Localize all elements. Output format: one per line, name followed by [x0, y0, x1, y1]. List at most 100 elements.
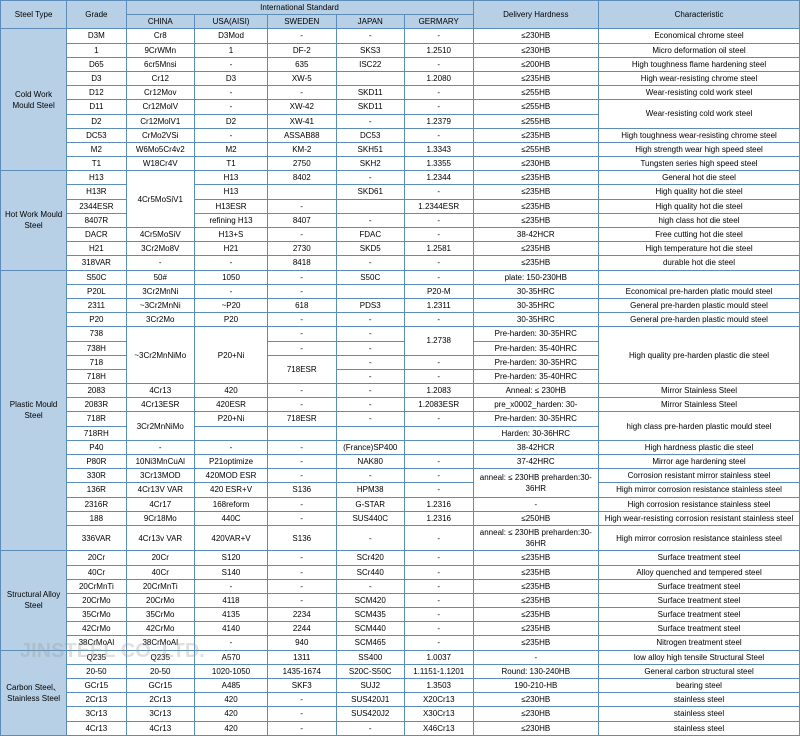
data-cell: NAK80	[336, 455, 404, 469]
data-cell: -	[404, 313, 473, 327]
data-cell: 4118	[195, 593, 268, 607]
data-cell: 420ESR	[195, 398, 268, 412]
data-cell: -	[268, 29, 336, 43]
data-cell: 2Cr13	[126, 693, 194, 707]
data-cell: 4135	[195, 608, 268, 622]
data-cell: P20	[195, 313, 268, 327]
data-cell: P40	[67, 440, 126, 454]
data-cell: pre_x0002_harden: 30-	[473, 398, 599, 412]
data-cell: ≤235HB	[473, 128, 599, 142]
table-row: 4Cr134Cr13420--X46Cr13≤230HBstainless st…	[1, 721, 800, 735]
data-cell: ASSAB88	[268, 128, 336, 142]
data-cell: anneal: ≤ 230HB preharden:30-36HR	[473, 469, 599, 497]
data-cell: 3Cr2MnNiMo	[126, 412, 194, 440]
data-cell: SKH51	[336, 142, 404, 156]
data-cell: P20+Ni	[195, 412, 268, 426]
data-cell: refining H13	[195, 213, 268, 227]
data-cell: 1.2510	[404, 43, 473, 57]
table-row: M2W6Mo5Cr4v2M2KM-2SKH511.3343≤255HBHigh …	[1, 142, 800, 156]
header-grade: Grade	[67, 1, 126, 29]
data-cell: ≤255HB	[473, 142, 599, 156]
data-cell: Cr12Mov	[126, 86, 194, 100]
data-cell: 1.2316	[404, 497, 473, 511]
data-cell: High mirror corrosion resistance stainle…	[599, 483, 800, 497]
data-cell: -	[404, 469, 473, 483]
header-china: CHINA	[126, 15, 194, 29]
table-row: 20CrMnTi20CrMnTi----≤235HBSurface treatm…	[1, 579, 800, 593]
data-cell: -	[404, 593, 473, 607]
data-cell: High hardness plastic die steel	[599, 440, 800, 454]
data-cell: 1020-1050	[195, 664, 268, 678]
data-cell: SCr440	[336, 565, 404, 579]
data-cell: H13	[195, 185, 268, 199]
data-cell: -	[336, 721, 404, 735]
data-cell: Tungsten series high speed steel	[599, 157, 800, 171]
data-cell: 2083R	[67, 398, 126, 412]
data-cell: -	[404, 565, 473, 579]
data-cell: Surface treatment steel	[599, 579, 800, 593]
data-cell: 738	[67, 327, 126, 341]
data-cell: Cr12MolV1	[126, 114, 194, 128]
data-cell: Surface treatment steel	[599, 593, 800, 607]
data-cell: 20CrMnTi	[126, 579, 194, 593]
data-cell: 718H	[67, 369, 126, 383]
data-cell: -	[404, 185, 473, 199]
data-cell: 3Cr2Mo8V	[126, 242, 194, 256]
data-cell: 40Cr	[126, 565, 194, 579]
data-cell: A485	[195, 679, 268, 693]
data-cell: ≤230HB	[473, 693, 599, 707]
data-cell: 2Cr13	[67, 693, 126, 707]
data-cell: ≤230HB	[473, 43, 599, 57]
steel-type-cell: Carbon Steel、Stainless Steel	[1, 650, 67, 735]
data-cell: ≤255HB	[473, 100, 599, 114]
data-cell: Surface treatment steel	[599, 551, 800, 565]
table-row: Cold Work Mould SteelD3MCr8D3Mod---≤230H…	[1, 29, 800, 43]
data-cell: W6Mo5Cr4v2	[126, 142, 194, 156]
data-cell: H21	[195, 242, 268, 256]
data-cell: -	[195, 128, 268, 142]
data-cell: -	[268, 270, 336, 284]
data-cell: 1.2083	[404, 384, 473, 398]
data-cell: D12	[67, 86, 126, 100]
data-cell: GCr15	[126, 679, 194, 693]
data-cell: -	[404, 355, 473, 369]
data-cell: -	[404, 128, 473, 142]
data-cell: 3Cr2Mo	[126, 313, 194, 327]
data-cell: XW-5	[268, 71, 336, 85]
data-cell: ~3Cr2MnNi	[126, 298, 194, 312]
data-cell: SKD11	[336, 100, 404, 114]
data-cell: 1.2311	[404, 298, 473, 312]
header-hardness: Delivery Hardness	[473, 1, 599, 29]
data-cell: Micro deformation oil steel	[599, 43, 800, 57]
data-cell: -	[268, 199, 336, 213]
data-cell: -	[404, 86, 473, 100]
data-cell: ≤235HB	[473, 551, 599, 565]
table-row: Hot Work Mould SteelH134Cr5MoSiV1H138402…	[1, 171, 800, 185]
data-cell: -	[404, 213, 473, 227]
table-row: 2316R4Cr17168reform-G-STAR1.2316-High co…	[1, 497, 800, 511]
data-cell: General hot die steel	[599, 171, 800, 185]
data-cell: Economical chrome steel	[599, 29, 800, 43]
data-cell: 940	[268, 636, 336, 650]
data-cell: 420	[195, 707, 268, 721]
data-cell	[404, 426, 473, 440]
data-cell: FDAC	[336, 228, 404, 242]
data-cell: D11	[67, 100, 126, 114]
table-row: 20-5020-501020-10501435-1674S20C-S50C1.1…	[1, 664, 800, 678]
data-cell: S136	[268, 483, 336, 497]
data-cell: High toughness flame hardening steel	[599, 57, 800, 71]
data-cell: SCM465	[336, 636, 404, 650]
data-cell: CrMo2VSi	[126, 128, 194, 142]
data-cell: 2316R	[67, 497, 126, 511]
data-cell: 336VAR	[67, 525, 126, 550]
data-cell: -	[268, 511, 336, 525]
data-cell: 20CrMo	[126, 593, 194, 607]
data-cell: Pre-harden: 30-35HRC	[473, 355, 599, 369]
data-cell: 38-42HCR	[473, 228, 599, 242]
data-cell: -	[336, 369, 404, 383]
data-cell	[336, 199, 404, 213]
data-cell: SKS3	[336, 43, 404, 57]
data-cell: 4Cr13	[67, 721, 126, 735]
table-row: GCr15GCr15A485SKF3SUJ21.3503190-210-HBbe…	[1, 679, 800, 693]
data-cell: 6cr5Mnsi	[126, 57, 194, 71]
